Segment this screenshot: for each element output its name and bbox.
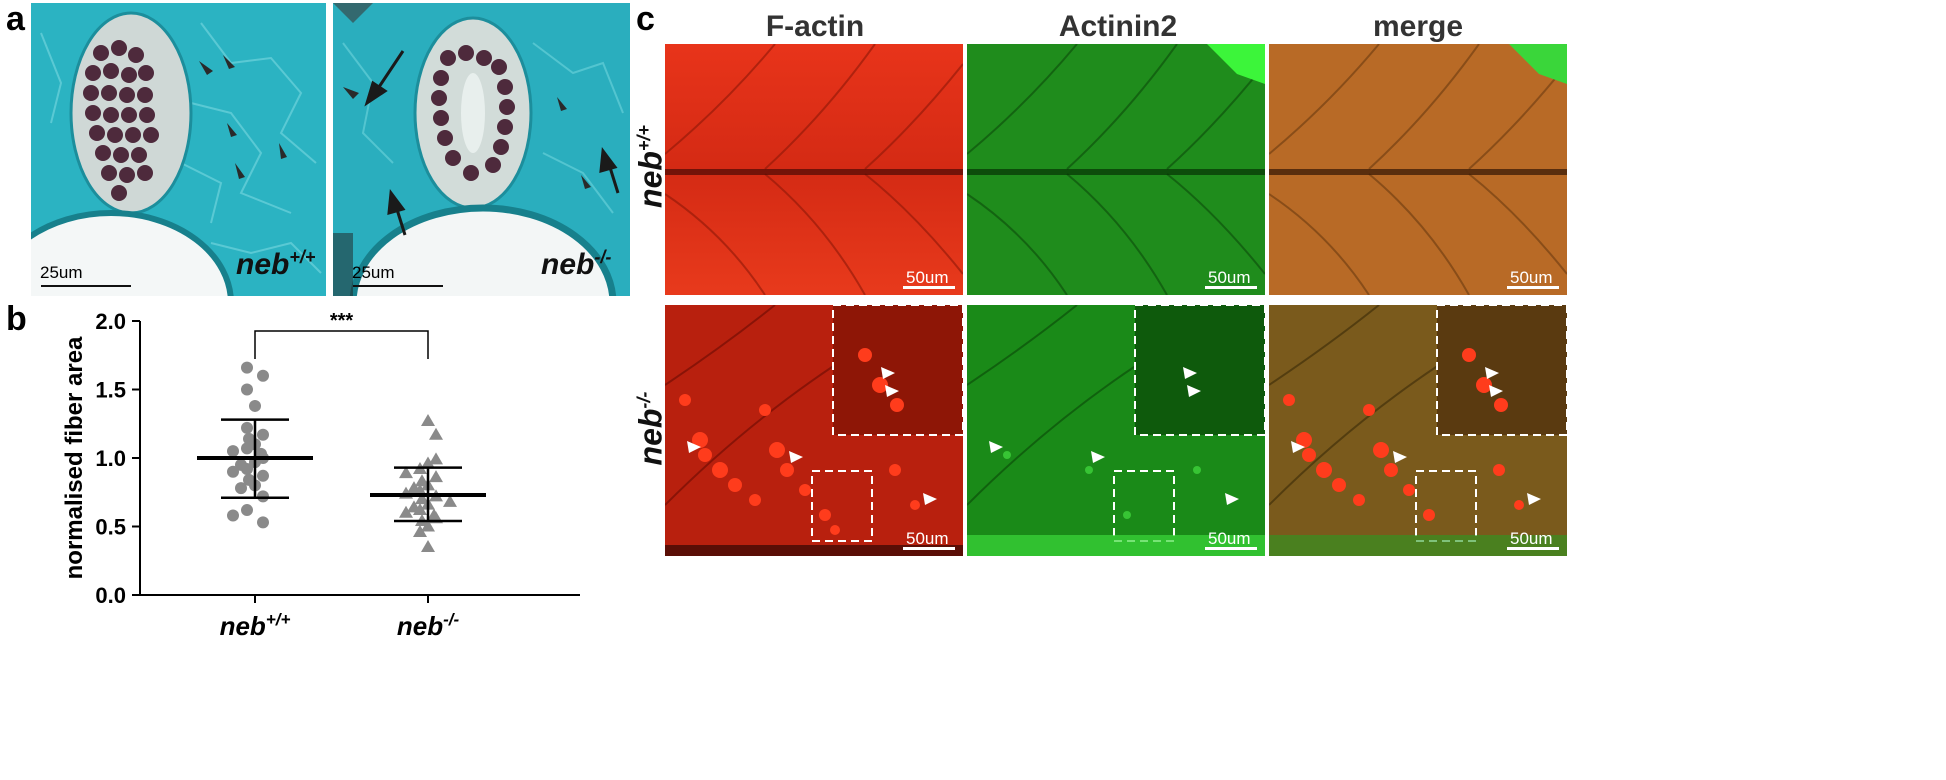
scalebar-label-c-5: 50um	[1208, 529, 1251, 548]
genotype-label-wildtype-a: neb+/+	[236, 247, 315, 282]
y-tick-label: 2.0	[95, 309, 126, 334]
data-point	[227, 445, 239, 458]
data-point	[399, 505, 413, 518]
data-point	[235, 482, 247, 495]
data-point	[421, 456, 435, 469]
genotype-label-mutant-a: neb-/-	[541, 247, 611, 282]
column-title-merge: merge	[1372, 10, 1464, 43]
scalebar-label-a-right: 25um	[352, 263, 395, 282]
panel-letter-b: b	[6, 300, 27, 338]
y-axis-label: normalised fiber area	[61, 336, 88, 579]
panel-letter-a: a	[6, 0, 25, 38]
data-point	[241, 462, 253, 475]
data-point	[413, 483, 427, 496]
data-point	[241, 504, 253, 517]
data-point	[429, 452, 443, 465]
data-point	[413, 524, 427, 537]
data-point	[257, 369, 269, 382]
data-point	[241, 383, 253, 396]
fluor-image-merge-wildtype	[1269, 44, 1567, 295]
data-point	[257, 516, 269, 529]
histology-image-wildtype	[31, 3, 326, 296]
fluor-image-merge-mutant	[1269, 305, 1567, 556]
data-point	[241, 361, 253, 374]
fluor-image-actinin2-wildtype	[967, 44, 1265, 295]
data-point	[421, 540, 435, 553]
data-point	[421, 519, 435, 532]
fluor-image-actinin2-mutant	[967, 305, 1265, 556]
data-point	[429, 470, 443, 483]
data-point	[241, 442, 253, 455]
row-label-wildtype: neb+/+	[633, 122, 670, 212]
data-point	[413, 503, 427, 516]
y-tick-label: 0.0	[95, 583, 126, 608]
data-point	[227, 509, 239, 522]
panel-letter-c: c	[636, 0, 655, 38]
data-point	[415, 492, 429, 505]
scalebar-label-c-6: 50um	[1510, 529, 1553, 548]
genotype-sup: -/-	[594, 247, 612, 267]
gene-name: neb	[541, 248, 595, 281]
scalebar-label-a-left: 25um	[40, 263, 83, 282]
scalebar-label-c-4: 50um	[906, 529, 949, 548]
data-point	[241, 421, 253, 434]
fluor-image-factin-wildtype	[665, 44, 963, 295]
data-point	[227, 465, 239, 478]
data-point	[421, 414, 435, 427]
y-tick-label: 1.5	[95, 378, 126, 403]
scatter-chart: 0.0 0.5 1.0 1.5 2.0 normalised fiber area neb+…	[60, 305, 620, 775]
data-point	[249, 399, 261, 412]
data-point	[257, 428, 269, 441]
gene-name: neb	[236, 248, 290, 281]
scalebar-label-c-2: 50um	[1208, 268, 1251, 287]
x-category-label: neb+/+	[220, 610, 291, 641]
column-title-actinin2: Actinin2	[1058, 10, 1178, 43]
significance-label: ***	[330, 310, 354, 332]
genotype-sup: -/-	[633, 391, 654, 409]
data-point	[257, 490, 269, 503]
data-point	[257, 469, 269, 482]
fluor-image-factin-mutant	[665, 305, 963, 556]
gene-name: neb	[632, 408, 669, 466]
genotype-sup: +/+	[289, 247, 316, 267]
column-title-factin: F-actin	[765, 10, 865, 43]
significance-bracket	[254, 330, 429, 359]
x-category-label: neb-/-	[397, 610, 460, 641]
data-point	[443, 494, 457, 507]
y-tick-label: 1.0	[95, 446, 126, 471]
gene-name: neb	[632, 151, 669, 208]
row-label-mutant: neb-/-	[633, 384, 670, 474]
data-point	[399, 466, 413, 479]
histology-image-mutant	[333, 3, 630, 296]
scalebar-label-c-3: 50um	[1510, 268, 1553, 287]
scalebar-label-c-1: 50um	[906, 268, 949, 287]
y-tick-label: 0.5	[95, 515, 126, 540]
data-point	[429, 427, 443, 440]
genotype-sup: +/+	[633, 125, 654, 152]
